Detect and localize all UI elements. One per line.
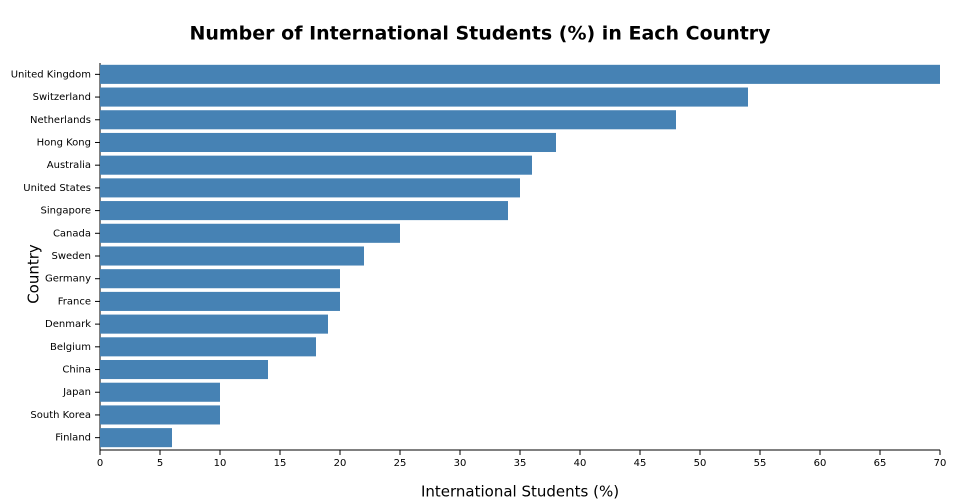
x-tick-label: 30: [454, 458, 467, 469]
y-tick-label: Hong Kong: [37, 137, 91, 148]
bar: [100, 110, 676, 130]
x-tick-label: 15: [274, 458, 287, 469]
y-tick-label: Sweden: [51, 251, 91, 262]
x-tick-label: 40: [574, 458, 587, 469]
y-tick-label: United Kingdom: [11, 69, 91, 80]
y-tick-label: France: [58, 296, 91, 307]
x-tick-label: 10: [214, 458, 227, 469]
bar: [100, 359, 268, 380]
x-tick-label: 45: [634, 458, 647, 469]
x-tick-label: 70: [934, 458, 947, 469]
y-tick-label: Canada: [53, 228, 91, 239]
y-tick-label: Australia: [47, 160, 91, 171]
bar: [100, 64, 940, 84]
y-axis-label: Country: [25, 244, 43, 304]
chart-title: Number of International Students (%) in …: [189, 23, 771, 45]
bar: [100, 405, 220, 425]
y-tick-label: Netherlands: [30, 115, 91, 126]
y-tick-label: Denmark: [45, 319, 91, 330]
y-tick-label: United States: [23, 183, 91, 194]
bar: [100, 87, 748, 107]
x-tick-label: 55: [754, 458, 767, 469]
x-tick-label: 0: [97, 458, 103, 469]
bar: [100, 246, 364, 266]
bar: [100, 223, 400, 243]
bar: [100, 132, 556, 153]
y-tick-label: China: [62, 365, 91, 376]
x-tick-label: 5: [157, 458, 163, 469]
y-tick-label: Switzerland: [33, 92, 91, 103]
x-tick-label: 25: [394, 458, 407, 469]
x-tick-label: 35: [514, 458, 527, 469]
bar: [100, 337, 316, 357]
bar: [100, 178, 520, 198]
bar: [100, 155, 532, 175]
bar: [100, 201, 508, 221]
bar: [100, 428, 172, 448]
x-tick-label: 50: [694, 458, 707, 469]
y-tick-label: South Korea: [30, 410, 91, 421]
x-tick-label: 65: [874, 458, 887, 469]
bar: [100, 269, 340, 289]
x-axis-label: International Students (%): [421, 483, 619, 500]
x-tick-label: 20: [334, 458, 347, 469]
bar: [100, 314, 328, 334]
y-tick-label: Belgium: [50, 342, 91, 353]
y-tick-label: Japan: [62, 387, 91, 398]
y-tick-label: Finland: [55, 433, 91, 444]
bar: [100, 382, 220, 402]
bar: [100, 291, 340, 311]
x-tick-label: 60: [814, 458, 827, 469]
y-tick-label: Germany: [45, 274, 91, 285]
y-tick-label: Singapore: [41, 206, 91, 217]
